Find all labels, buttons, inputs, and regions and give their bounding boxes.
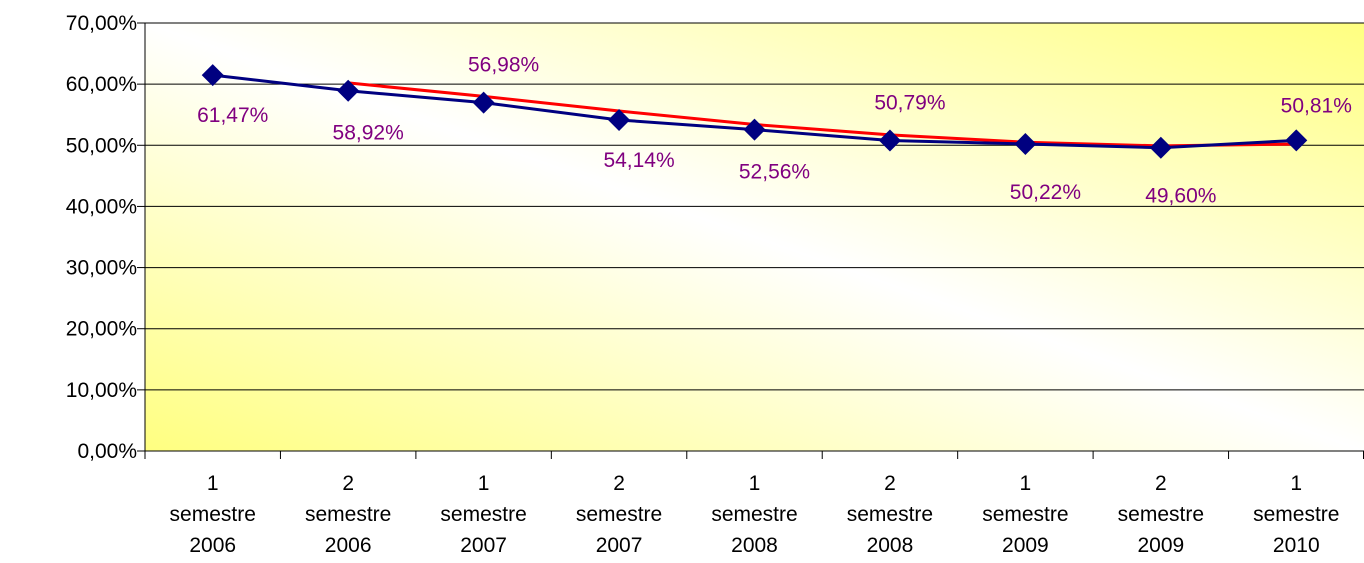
x-tick-label: 1 semestre 2006	[170, 472, 256, 557]
data-label: 56,98%	[468, 54, 539, 77]
x-tick-label-line: 1	[207, 472, 219, 495]
y-tick-label: 30,00%	[66, 257, 137, 280]
x-tick-label: 2 semestre 2007	[576, 472, 662, 557]
y-tick-label: 20,00%	[66, 318, 137, 341]
x-tick-label-line: 2010	[1273, 534, 1320, 557]
marker	[337, 79, 360, 102]
x-tick-label-line: 2007	[460, 534, 507, 557]
x-tick-label-line: semestre	[576, 503, 662, 526]
x-tick-label-line: 2	[342, 472, 354, 495]
x-tick-label-line: semestre	[1118, 503, 1204, 526]
x-tick-label-line: 1	[478, 472, 490, 495]
y-tick-label: 70,00%	[66, 12, 137, 35]
marker	[1285, 129, 1308, 152]
data-label: 54,14%	[603, 149, 674, 172]
marker	[201, 64, 224, 87]
x-tick-label: 2 semestre 2009	[1118, 472, 1204, 557]
x-tick-label-line: 2006	[325, 534, 372, 557]
x-tick-label: 1 semestre 2010	[1253, 472, 1339, 557]
marker	[608, 108, 631, 131]
x-tick-label-line: 2	[1155, 472, 1167, 495]
x-tick-label-line: 2	[884, 472, 896, 495]
x-tick-label-line: semestre	[440, 503, 526, 526]
x-tick-label-line: semestre	[305, 503, 391, 526]
x-tick-label: 2 semestre 2006	[305, 472, 391, 557]
x-tick-label-line: 2008	[731, 534, 778, 557]
x-tick-label-line: semestre	[170, 503, 256, 526]
x-tick-label-line: semestre	[1253, 503, 1339, 526]
x-tick-label-line: 2	[613, 472, 625, 495]
x-tick-label: 2 semestre 2008	[847, 472, 933, 557]
data-label: 52,56%	[739, 161, 810, 184]
y-tick-label: 40,00%	[66, 195, 137, 218]
marker	[743, 118, 766, 141]
x-tick-label-line: 1	[1020, 472, 1032, 495]
data-label: 61,47%	[197, 104, 268, 127]
marker	[878, 129, 901, 152]
data-label: 50,81%	[1281, 94, 1352, 117]
x-tick-label: 1 semestre 2009	[982, 472, 1068, 557]
x-tick-label-line: semestre	[711, 503, 797, 526]
marker	[1149, 136, 1172, 159]
y-tick-label: 10,00%	[66, 379, 137, 402]
x-tick-label-line: 2007	[596, 534, 643, 557]
data-label: 49,60%	[1145, 185, 1216, 208]
x-tick-label-line: 2009	[1137, 534, 1184, 557]
x-tick-label-line: 2009	[1002, 534, 1049, 557]
y-tick-label: 0,00%	[77, 440, 137, 463]
data-label: 50,22%	[1010, 181, 1081, 204]
y-tick-label: 60,00%	[66, 73, 137, 96]
x-tick-label-line: 1	[1290, 472, 1302, 495]
marker	[472, 91, 495, 114]
data-label: 50,79%	[874, 91, 945, 114]
series-line	[348, 81, 1297, 148]
data-label: 58,92%	[333, 122, 404, 145]
x-tick-label: 1 semestre 2008	[711, 472, 797, 557]
x-tick-label-line: 2008	[867, 534, 914, 557]
x-tick-label-line: semestre	[847, 503, 933, 526]
x-tick-label: 1 semestre 2007	[440, 472, 526, 557]
x-tick-label-line: 2006	[189, 534, 236, 557]
x-tick-label-line: semestre	[982, 503, 1068, 526]
marker	[1014, 132, 1037, 155]
x-tick-label-line: 1	[749, 472, 761, 495]
y-tick-label: 50,00%	[66, 134, 137, 157]
